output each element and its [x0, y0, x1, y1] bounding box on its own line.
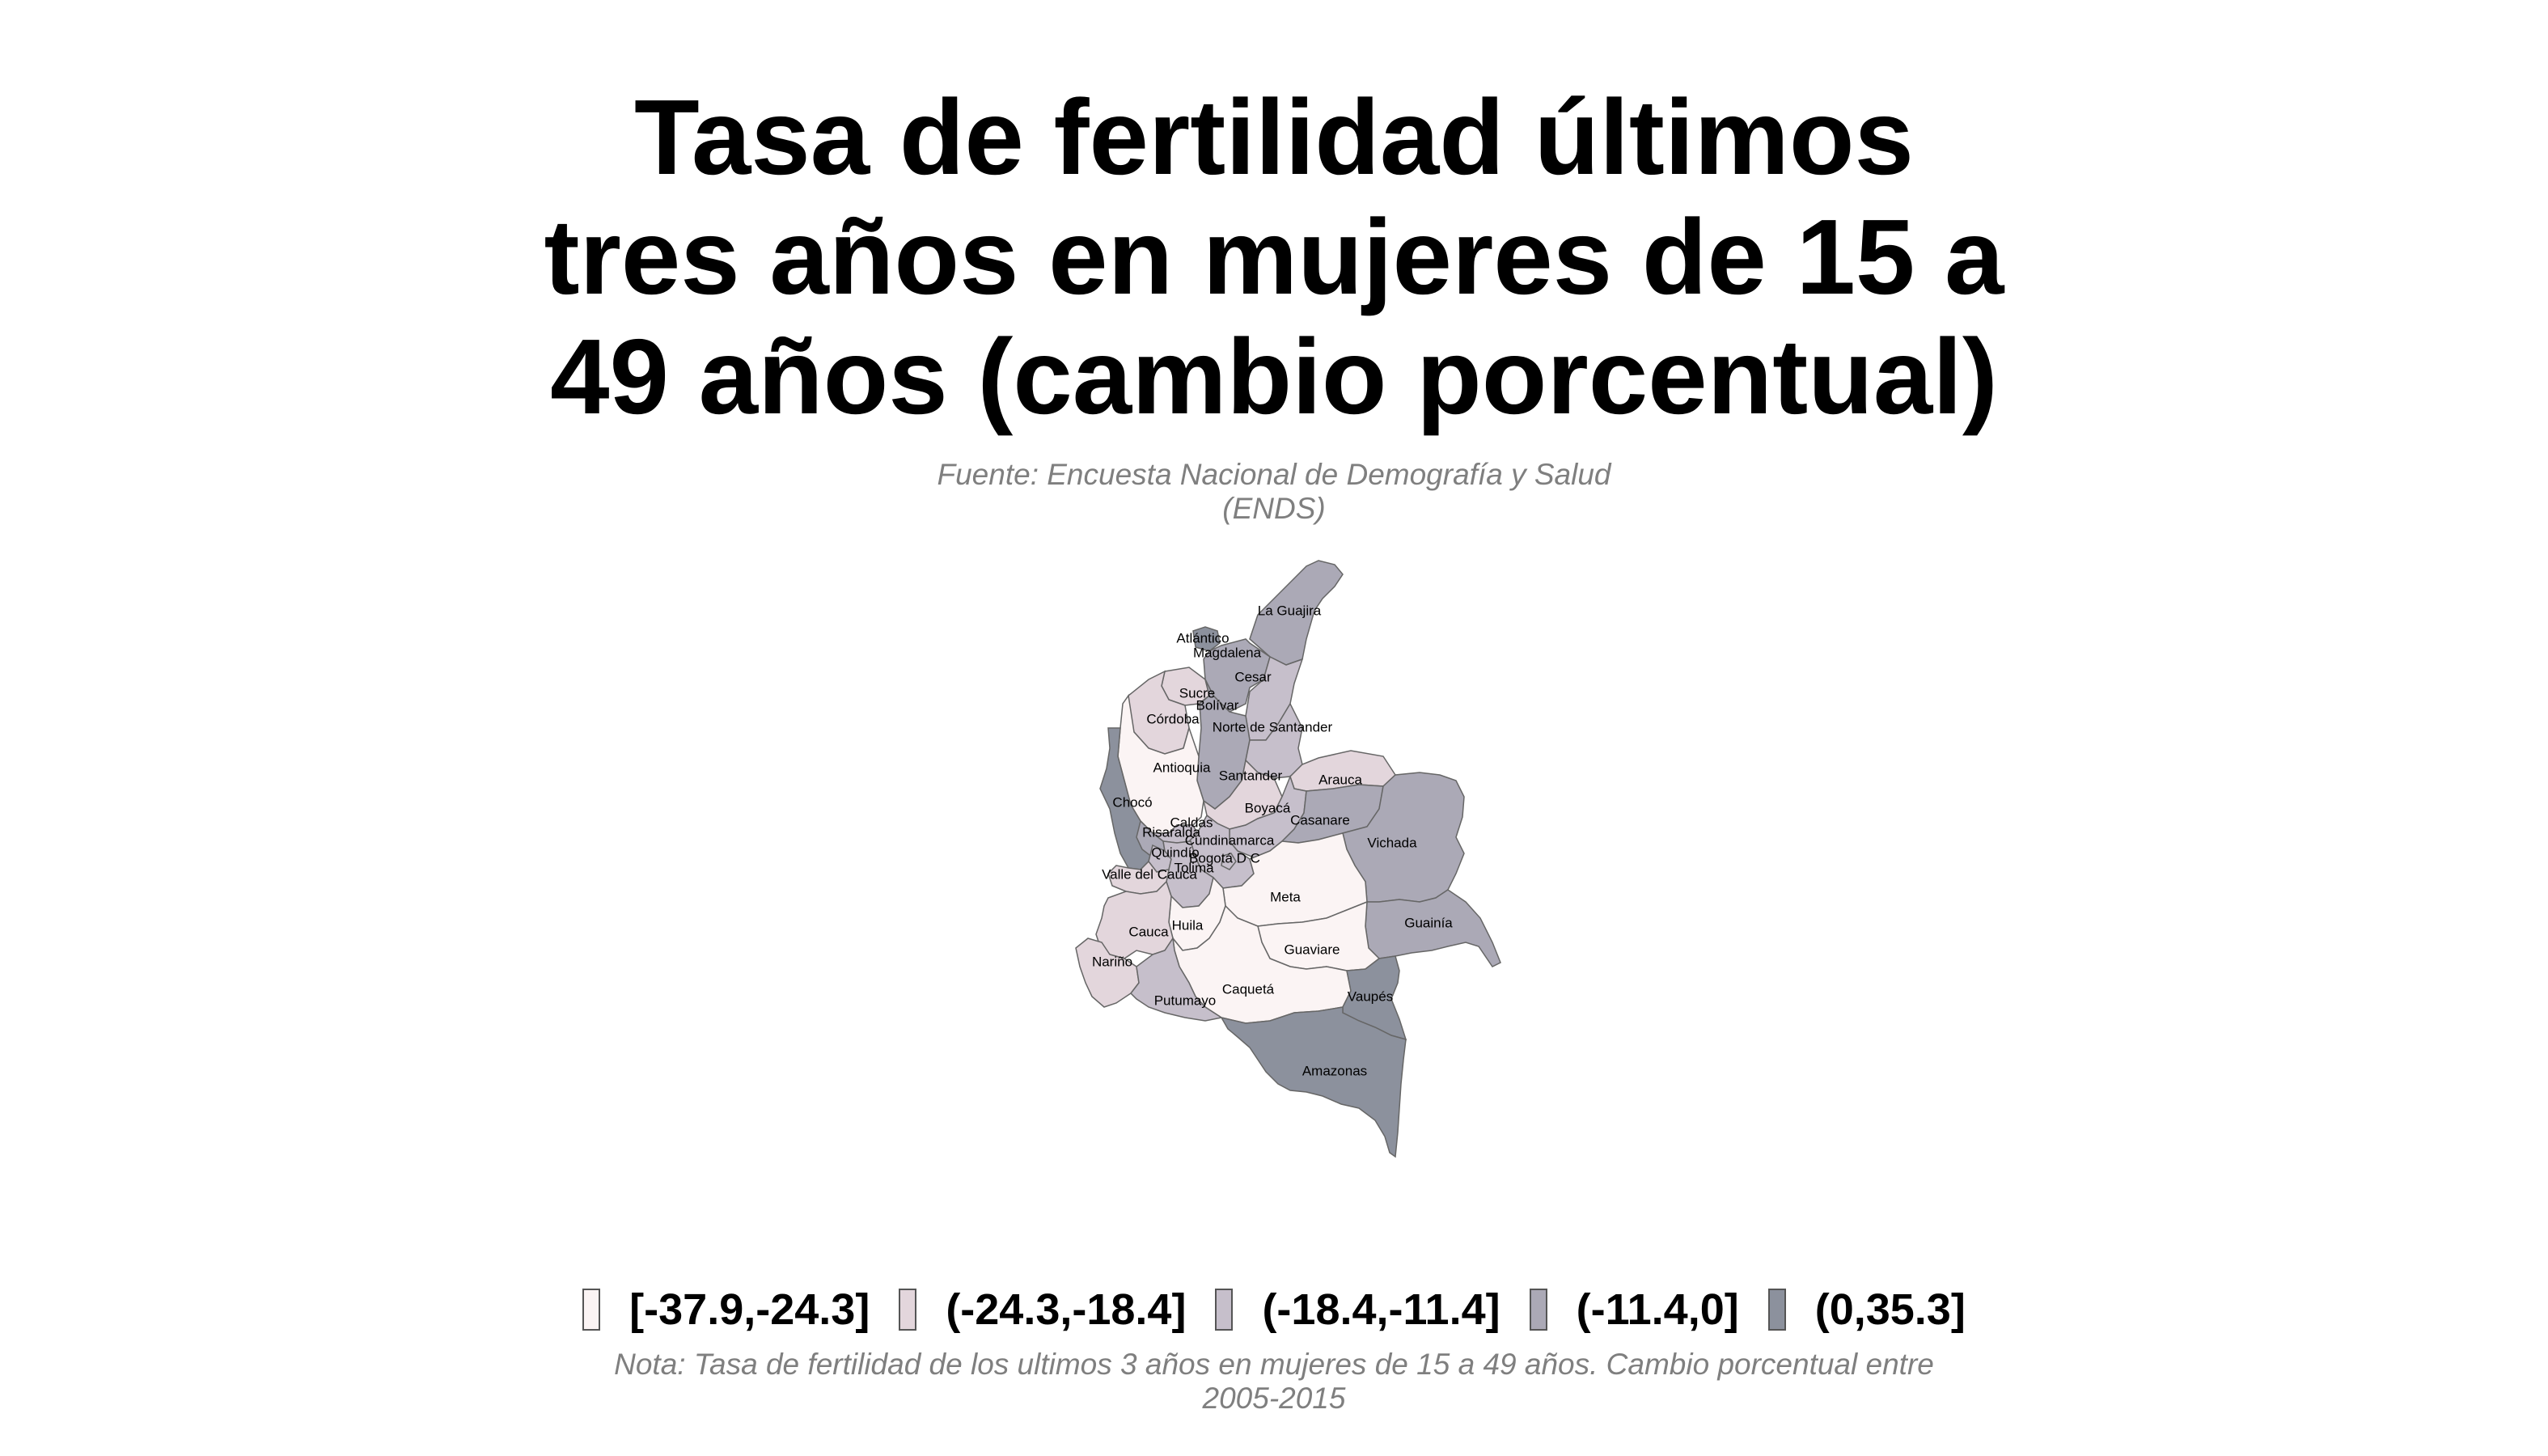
- department-label-norte-de-santander: Norte de Santander: [1213, 719, 1333, 734]
- department-amazonas: [1220, 1006, 1407, 1158]
- department-label-huila: Huila: [1172, 917, 1204, 933]
- map-note: Nota: Tasa de fertilidad de los ultimos …: [0, 1348, 2548, 1416]
- map-title: Tasa de fertilidad últimos tres años en …: [0, 78, 2548, 437]
- legend-label-5: (0,35.3]: [1814, 1285, 1966, 1334]
- department-label-casanare: Casanare: [1290, 812, 1350, 827]
- legend-label-3: (-18.4,-11.4]: [1262, 1285, 1500, 1334]
- legend-item-3: (-18.4,-11.4]: [1215, 1285, 1500, 1335]
- department-label-bogota-d-c: Bogotá D C: [1189, 850, 1260, 866]
- department-putumayo: [1130, 936, 1223, 1022]
- department-label-putumayo: Putumayo: [1154, 993, 1217, 1008]
- department-label-atlantico: Atlántico: [1176, 630, 1229, 645]
- legend-swatch-3: [1215, 1289, 1234, 1331]
- legend-item-1: [-37.9,-24.3]: [582, 1285, 870, 1335]
- department-label-quindio: Quindío: [1151, 844, 1200, 860]
- department-labels: La GuajiraAtlánticoMagdalenaCesarSucreBo…: [1092, 603, 1453, 1078]
- legend-item-5: (0,35.3]: [1767, 1285, 1966, 1335]
- department-label-antioquia: Antioquia: [1153, 760, 1211, 775]
- map-title-line-2: tres años en mujeres de 15 a: [544, 197, 2004, 316]
- department-label-valle-del-cauca: Valle del Cauca: [1102, 866, 1197, 882]
- map-legend: [-37.9,-24.3] (-24.3,-18.4] (-18.4,-11.4…: [0, 1285, 2548, 1335]
- department-shapes: [1075, 560, 1501, 1158]
- department-label-bolivar: Bolívar: [1196, 697, 1239, 713]
- legend-label-4: (-11.4,0]: [1576, 1285, 1739, 1334]
- department-label-guainia: Guainía: [1404, 915, 1453, 930]
- department-label-magdalena: Magdalena: [1193, 645, 1262, 660]
- department-label-meta: Meta: [1270, 889, 1301, 904]
- department-label-boyaca: Boyacá: [1245, 800, 1291, 815]
- department-label-cundinamarca: Cundinamarca: [1185, 832, 1275, 848]
- note-line-2: 2005-2015: [1202, 1382, 1346, 1415]
- department-label-tolima: Tolima: [1174, 860, 1214, 875]
- department-label-caldas: Caldas: [1170, 815, 1213, 830]
- legend-item-2: (-24.3,-18.4]: [899, 1285, 1186, 1335]
- department-label-cesar: Cesar: [1234, 669, 1272, 684]
- legend-swatch-5: [1767, 1289, 1786, 1331]
- legend-label-2: (-24.3,-18.4]: [946, 1285, 1187, 1334]
- source-line-1: Fuente: Encuesta Nacional de Demografía …: [937, 458, 1611, 491]
- department-label-choco: Chocó: [1112, 794, 1152, 810]
- map-title-line-1: Tasa de fertilidad últimos: [634, 78, 1914, 197]
- department-label-cordoba: Córdoba: [1146, 711, 1200, 726]
- legend-swatch-1: [582, 1289, 601, 1331]
- department-label-arauca: Arauca: [1318, 772, 1362, 787]
- department-label-narino: Nariño: [1092, 954, 1132, 969]
- department-label-la-guajira: La Guajira: [1258, 603, 1322, 618]
- map-source-caption: Fuente: Encuesta Nacional de Demografía …: [0, 458, 2548, 526]
- source-line-2: (ENDS): [1222, 492, 1326, 525]
- department-label-sucre: Sucre: [1179, 685, 1215, 700]
- legend-item-4: (-11.4,0]: [1529, 1285, 1739, 1335]
- department-label-vaupes: Vaupés: [1348, 988, 1393, 1004]
- department-label-vichada: Vichada: [1367, 835, 1417, 850]
- note-line-1: Nota: Tasa de fertilidad de los ultimos …: [614, 1348, 1934, 1381]
- map-title-line-3: 49 años (cambio porcentual): [550, 317, 1998, 436]
- department-label-risaralda: Risaralda: [1142, 824, 1200, 840]
- department-bogota-d-c: [1221, 853, 1237, 870]
- legend-swatch-2: [899, 1289, 917, 1331]
- legend-label-1: [-37.9,-24.3]: [629, 1285, 870, 1334]
- department-label-guaviare: Guaviare: [1285, 942, 1340, 957]
- department-label-amazonas: Amazonas: [1302, 1063, 1367, 1078]
- department-cauca: [1095, 880, 1174, 959]
- department-label-santander: Santander: [1219, 768, 1283, 783]
- legend-swatch-4: [1529, 1289, 1547, 1331]
- department-label-caqueta: Caquetá: [1222, 981, 1275, 997]
- department-atlantico: [1192, 626, 1221, 652]
- department-label-cauca: Cauca: [1128, 924, 1169, 939]
